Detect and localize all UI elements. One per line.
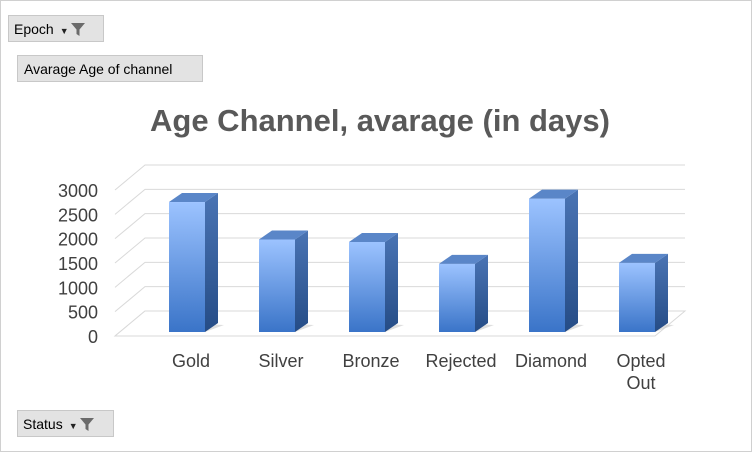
funnel-icon <box>79 417 94 431</box>
x-tick-label: Bronze <box>342 351 399 371</box>
epoch-filter-label: Epoch <box>14 20 54 37</box>
epoch-filter-button[interactable]: Epoch ▼ <box>8 15 104 42</box>
bar <box>439 254 494 332</box>
funnel-icon <box>70 22 85 36</box>
gridline <box>114 237 685 264</box>
status-filter-button[interactable]: Status ▼ <box>17 410 114 437</box>
bar <box>259 230 314 332</box>
y-tick-label: 0 <box>88 327 98 347</box>
dropdown-arrow-icon: ▼ <box>68 421 78 431</box>
gridline <box>114 164 685 191</box>
bar <box>619 253 674 332</box>
gridline <box>114 213 685 240</box>
bar <box>349 232 404 332</box>
x-tick-label: Gold <box>172 351 210 371</box>
y-tick-label: 500 <box>68 303 98 323</box>
chart-title: Age Channel, avarage (in days) <box>150 103 610 138</box>
y-tick-label: 2500 <box>58 205 98 225</box>
x-tick-label: Silver <box>258 351 303 371</box>
x-axis-ticks: Gold Silver Bronze Rejected Diamond Opted Out <box>172 351 666 393</box>
gridline <box>114 286 685 313</box>
y-tick-label: 1000 <box>58 278 98 298</box>
x-tick-label: Rejected <box>425 351 496 371</box>
dropdown-arrow-icon: ▼ <box>59 26 69 36</box>
gridline <box>114 261 685 288</box>
y-tick-label: 1500 <box>58 254 98 274</box>
x-tick-label: Opted Out <box>616 351 665 393</box>
bars <box>169 189 674 332</box>
y-tick-label: 3000 <box>58 181 98 201</box>
y-tick-label: 2000 <box>58 230 98 250</box>
bar <box>529 189 584 332</box>
y-axis-ticks: 0 500 1000 1500 2000 2500 3000 <box>58 181 98 347</box>
bar <box>169 193 224 332</box>
measure-field-button[interactable]: Avarage Age of channel <box>17 55 203 82</box>
gridline <box>114 188 685 215</box>
status-filter-label: Status <box>23 415 63 432</box>
measure-field-label: Avarage Age of channel <box>24 60 173 77</box>
x-tick-label: Diamond <box>515 351 587 371</box>
